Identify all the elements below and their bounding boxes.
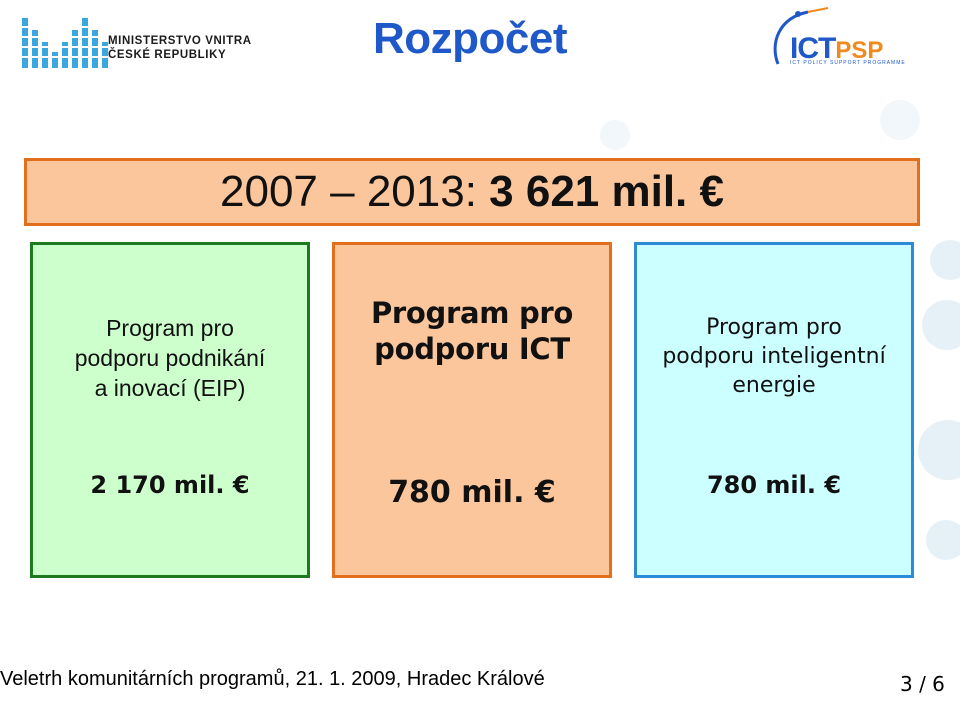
footer-text: Veletrh komunitárních programů, 21. 1. 2…	[0, 668, 545, 690]
program-title: Program pro podporu inteligentní energie	[637, 313, 911, 400]
total-budget-bar: 2007 – 2013: 3 621 mil. €	[24, 158, 920, 226]
decorative-circle	[926, 520, 960, 560]
program-title-line: podporu podnikání	[74, 345, 266, 371]
ict-psp-wordmark: ICTPSP	[790, 32, 883, 66]
program-title: Program pro podporu ICT	[335, 295, 609, 367]
program-title-line: podporu ICT	[374, 332, 570, 366]
budget-total: 3 621 mil. €	[489, 167, 724, 216]
program-box-energy: Program pro podporu inteligentní energie…	[634, 242, 914, 578]
ict-psp-subtitle: ICT POLICY SUPPORT PROGRAMME	[790, 60, 906, 66]
program-title-line: podporu inteligentní	[662, 344, 886, 369]
program-amount: 780 mil. €	[388, 475, 556, 510]
program-box-eip: Program pro podporu podnikání a inovací …	[30, 242, 310, 578]
page-number: 3 / 6	[900, 672, 945, 696]
program-amount: 780 mil. €	[706, 471, 842, 499]
program-title: Program pro podporu podnikání a inovací …	[33, 313, 307, 403]
page-title: Rozpočet	[373, 14, 568, 63]
decorative-circle	[918, 420, 960, 480]
ict-wordmark-accent: PSP	[835, 37, 884, 64]
ict-wordmark-main: ICT	[790, 32, 836, 65]
ministry-bars-icon	[22, 18, 112, 68]
program-title-line: Program pro	[370, 296, 574, 330]
decorative-circle	[600, 120, 630, 150]
program-amount: 2 170 mil. €	[90, 471, 250, 499]
ministry-name-line2: ČESKÉ REPUBLIKY	[108, 49, 227, 61]
program-title-line: Program pro	[706, 315, 842, 340]
program-title-line: energie	[732, 373, 816, 398]
budget-period: 2007 – 2013:	[220, 167, 490, 216]
program-title-line: Program pro	[106, 315, 234, 341]
ict-psp-swoosh-icon	[773, 7, 829, 65]
decorative-circle	[880, 100, 920, 140]
program-title-line: a inovací (EIP)	[94, 375, 246, 401]
decorative-circle	[922, 300, 960, 350]
program-box-ict: Program pro podporu ICT 780 mil. €	[332, 242, 612, 578]
ministry-name-line1: MINISTERSTVO VNITRA	[108, 35, 252, 47]
ministry-name: MINISTERSTVO VNITRA ČESKÉ REPUBLIKY	[108, 34, 252, 62]
decorative-circle	[930, 240, 960, 280]
